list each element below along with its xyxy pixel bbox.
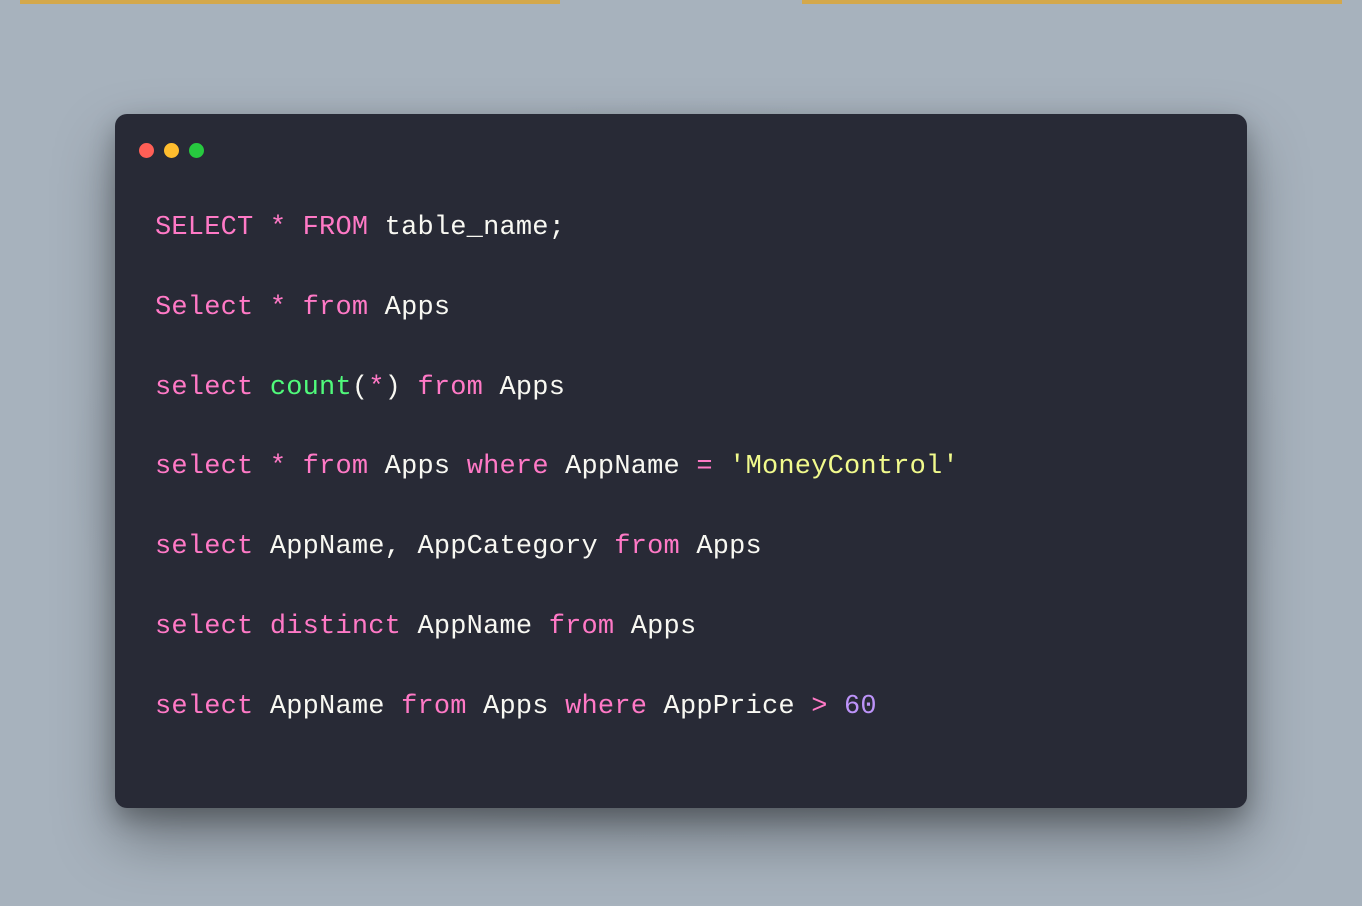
code-token-keyword: FROM: [303, 213, 369, 243]
code-line: Select * from Apps: [155, 290, 1207, 328]
code-token-operator: =: [696, 452, 712, 482]
code-token-identifier: [253, 612, 269, 642]
code-token-keyword: where: [467, 452, 549, 482]
code-window: SELECT * FROM table_name; Select * from A…: [115, 114, 1247, 808]
code-token-identifier: [828, 692, 844, 722]
code-token-identifier: Apps: [385, 452, 451, 482]
code-token-identifier: AppName: [417, 612, 532, 642]
code-token-number: 60: [844, 692, 877, 722]
code-token-punctuation: ): [385, 373, 401, 403]
code-token-identifier: [286, 213, 302, 243]
code-line: select AppName, AppCategory from Apps: [155, 529, 1207, 567]
minimize-icon[interactable]: [164, 143, 179, 158]
zoom-icon[interactable]: [189, 143, 204, 158]
code-token-identifier: [450, 452, 466, 482]
code-token-identifier: table_name;: [385, 213, 565, 243]
code-token-identifier: [368, 213, 384, 243]
code-token-keyword: Select: [155, 293, 253, 323]
code-area: SELECT * FROM table_name; Select * from A…: [115, 166, 1247, 757]
code-token-identifier: [680, 452, 696, 482]
code-line: select distinct AppName from Apps: [155, 609, 1207, 647]
code-token-identifier: [598, 532, 614, 562]
window-titlebar: [115, 114, 1247, 166]
code-token-identifier: [253, 532, 269, 562]
code-token-identifier: Apps: [500, 373, 566, 403]
code-token-keyword: from: [303, 452, 369, 482]
code-token-keyword: select: [155, 373, 253, 403]
code-token-identifier: Apps: [696, 532, 762, 562]
code-token-keyword: select: [155, 612, 253, 642]
code-line: select * from Apps where AppName = 'Mone…: [155, 449, 1207, 487]
code-token-identifier: [713, 452, 729, 482]
code-line: select count(*) from Apps: [155, 370, 1207, 408]
code-token-identifier: [368, 452, 384, 482]
code-token-function: count: [270, 373, 352, 403]
code-token-keyword: select: [155, 452, 253, 482]
code-token-identifier: [467, 692, 483, 722]
code-token-identifier: [253, 452, 269, 482]
code-token-identifier: [549, 692, 565, 722]
code-token-string: 'MoneyControl': [729, 452, 959, 482]
code-token-identifier: Apps: [483, 692, 549, 722]
code-token-keyword: from: [401, 692, 467, 722]
code-token-identifier: [532, 612, 548, 642]
code-token-identifier: [549, 452, 565, 482]
code-token-identifier: Apps: [631, 612, 697, 642]
code-token-identifier: [253, 293, 269, 323]
code-token-keyword: from: [614, 532, 680, 562]
top-accent-left: [20, 0, 560, 4]
close-icon[interactable]: [139, 143, 154, 158]
code-token-identifier: [795, 692, 811, 722]
code-token-punctuation: (: [352, 373, 368, 403]
code-token-keyword: from: [549, 612, 615, 642]
code-token-identifier: [647, 692, 663, 722]
code-token-star: *: [270, 452, 286, 482]
code-token-keyword: select: [155, 692, 253, 722]
code-token-identifier: [368, 293, 384, 323]
code-token-operator: >: [811, 692, 827, 722]
code-token-identifier: AppName, AppCategory: [270, 532, 598, 562]
code-token-star: *: [368, 373, 384, 403]
top-accent-right: [802, 0, 1342, 4]
code-token-keyword: distinct: [270, 612, 401, 642]
code-token-identifier: Apps: [385, 293, 451, 323]
code-token-keyword: from: [303, 293, 369, 323]
code-token-keyword: SELECT: [155, 213, 253, 243]
code-token-identifier: [286, 293, 302, 323]
code-token-identifier: [253, 373, 269, 403]
code-token-identifier: [401, 612, 417, 642]
code-token-identifier: [401, 373, 417, 403]
code-token-identifier: AppName: [270, 692, 385, 722]
code-token-star: *: [270, 213, 286, 243]
code-line: SELECT * FROM table_name;: [155, 210, 1207, 248]
code-token-identifier: [483, 373, 499, 403]
code-token-identifier: AppName: [565, 452, 680, 482]
code-token-keyword: from: [417, 373, 483, 403]
code-token-identifier: [286, 452, 302, 482]
code-token-identifier: [253, 213, 269, 243]
code-line: select AppName from Apps where AppPrice …: [155, 689, 1207, 727]
code-token-keyword: select: [155, 532, 253, 562]
code-token-identifier: [385, 692, 401, 722]
code-token-identifier: [614, 612, 630, 642]
code-token-identifier: [680, 532, 696, 562]
code-token-identifier: [253, 692, 269, 722]
code-token-star: *: [270, 293, 286, 323]
code-token-keyword: where: [565, 692, 647, 722]
code-token-identifier: AppPrice: [664, 692, 795, 722]
